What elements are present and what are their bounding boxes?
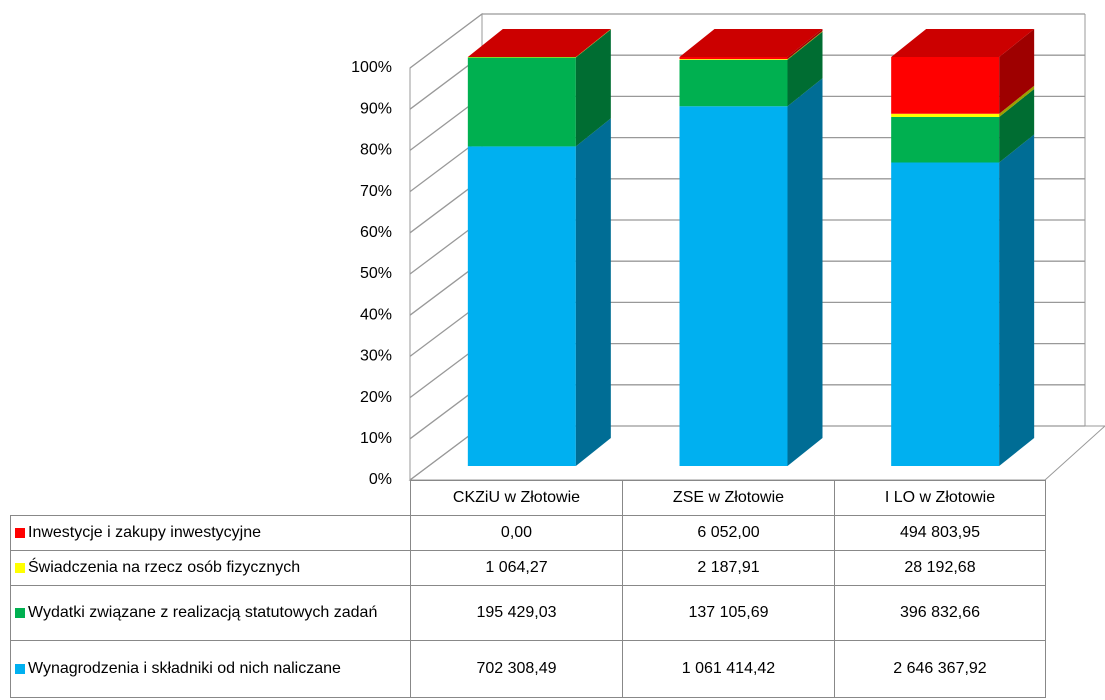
bar-side [575, 118, 611, 466]
bar-front [891, 116, 1000, 163]
y-tick-label: 100% [351, 59, 392, 76]
category-label: ZSE w Złotowie [622, 480, 835, 516]
legend-cell: Inwestycje i zakupy inwestycyjne [10, 515, 411, 551]
value-cell: 1 064,27 [410, 550, 623, 586]
value-cell: 28 192,68 [834, 550, 1046, 586]
bar-front [679, 59, 788, 107]
y-tick-label: 0% [369, 471, 392, 488]
value-cell: 6 052,00 [622, 515, 835, 551]
bar-side [575, 29, 611, 147]
category-label: I LO w Złotowie [834, 480, 1046, 516]
legend-swatch [15, 563, 25, 573]
y-tick-label: 10% [360, 430, 392, 447]
value-cell: 494 803,95 [834, 515, 1046, 551]
value-cell: 0,00 [410, 515, 623, 551]
legend-cell: Świadczenia na rzecz osób fizycznych [10, 550, 411, 586]
legend-label: Świadczenia na rzecz osób fizycznych [28, 559, 301, 576]
category-label: CKZiU w Złotowie [410, 480, 623, 516]
value-cell: 702 308,49 [410, 640, 623, 698]
bar-top [679, 29, 823, 57]
y-tick-label: 60% [360, 224, 392, 241]
bar-front [467, 146, 576, 466]
legend-swatch [15, 608, 25, 618]
bar-side [787, 29, 823, 60]
bar-front [679, 57, 788, 60]
bar-top [467, 29, 611, 57]
bar-front [679, 106, 788, 467]
y-tick-label: 80% [360, 142, 392, 159]
legend-cell: Wydatki związane z realizacją statutowyc… [10, 585, 411, 641]
y-tick-label: 50% [360, 265, 392, 282]
bar-front [891, 162, 1000, 466]
legend-label: Inwestycje i zakupy inwestycyjne [28, 524, 261, 541]
value-cell: 2 187,91 [622, 550, 835, 586]
y-tick-label: 30% [360, 348, 392, 365]
bar-side [787, 78, 823, 467]
value-cell: 195 429,03 [410, 585, 623, 641]
grid-line [409, 13, 1085, 69]
bar-top [891, 29, 1035, 57]
bar-side [999, 88, 1035, 163]
y-tick-label: 20% [360, 389, 392, 406]
bar-front [467, 57, 576, 147]
y-tick-label: 40% [360, 306, 392, 323]
bar-side [999, 29, 1035, 114]
bar-side [787, 31, 823, 60]
legend-label: Wydatki związane z realizacją statutowyc… [28, 604, 378, 621]
bar-side [575, 29, 611, 58]
bar-side [787, 31, 823, 107]
bar-side [999, 134, 1035, 466]
value-cell: 396 832,66 [834, 585, 1046, 641]
legend-cell: Wynagrodzenia i składniki od nich nalicz… [10, 640, 411, 698]
y-tick-label: 70% [360, 183, 392, 200]
legend-swatch [15, 664, 25, 674]
bar-front [891, 113, 1000, 117]
y-tick-label: 90% [360, 100, 392, 117]
bar-front [679, 59, 788, 60]
value-cell: 137 105,69 [622, 585, 835, 641]
bar-side [999, 85, 1035, 117]
legend-label: Wynagrodzenia i składniki od nich nalicz… [28, 660, 341, 677]
legend-swatch [15, 528, 25, 538]
value-cell: 1 061 414,42 [622, 640, 835, 698]
bar-front [891, 57, 1000, 114]
value-cell: 2 646 367,92 [834, 640, 1046, 698]
